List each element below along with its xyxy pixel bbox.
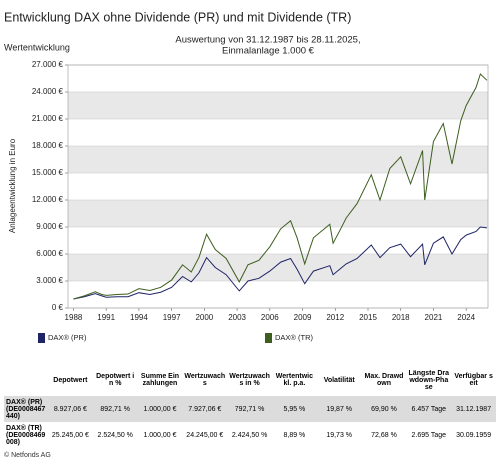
subtitle: Auswertung von 31.12.1987 bis 28.11.2025…: [175, 35, 360, 46]
legend-label: DAX® (PR): [48, 333, 87, 342]
y-tick-label: 12.000 €: [32, 195, 64, 204]
row-label: DAX® (TR) (DE0008469008): [6, 424, 46, 446]
grid-band: [68, 146, 488, 173]
table-cell: 8.927,06 €: [48, 396, 93, 422]
table-cell: 19,73 %: [326, 431, 353, 439]
header-cell: Volatilität: [323, 376, 355, 384]
x-tick-label: 1991: [97, 313, 115, 322]
x-tick-label: 2000: [195, 313, 213, 322]
plot-border: [67, 64, 489, 309]
x-tick-label: 2024: [457, 313, 475, 322]
row-label: DAX® (PR) (DE0008467440): [4, 396, 48, 422]
y-tick-label: 24.000 €: [32, 87, 64, 96]
table-cell: 6.457 Tage: [406, 396, 452, 422]
header-cell: Wertentwickl. p.a.: [275, 373, 313, 387]
y-tick-label: 6.000 €: [36, 249, 63, 258]
subtitle: Einmalanlage 1.000 €: [222, 46, 315, 57]
table-cell: 2.424,50 %: [231, 431, 268, 439]
table-cell: 19,87 %: [316, 396, 362, 422]
grid-band: [68, 92, 488, 119]
table-cell: 30.09.1959: [456, 431, 492, 439]
section-label: Wertentwicklung: [4, 42, 70, 52]
x-tick-label: 2021: [425, 313, 443, 322]
x-tick-label: 2018: [392, 313, 410, 322]
table-cell: 5,95 %: [271, 396, 317, 422]
y-tick-label: 0 €: [52, 303, 64, 312]
table-cell: 31.12.1987: [451, 396, 496, 422]
legend-swatch: [38, 333, 45, 343]
x-tick-label: 2012: [326, 313, 344, 322]
table-cell: 1.000,00 €: [137, 396, 183, 422]
legend-swatch: [265, 333, 272, 343]
header-cell: Depotwert in %: [96, 373, 135, 387]
table-header: Depotwert Depotwert in % Summe Einzahlunge…: [4, 364, 496, 396]
grid-band: [68, 254, 488, 281]
table-cell: 1.000,00 €: [143, 431, 177, 439]
header-cell: Wertzuwachs: [184, 373, 226, 387]
chart: Entwicklung DAX ohne Dividende (PR) und …: [4, 10, 489, 343]
x-tick-label: 1994: [130, 313, 148, 322]
header-cell: Depotwert: [53, 376, 88, 384]
y-tick-label: 18.000 €: [32, 141, 64, 150]
grid-band: [68, 200, 488, 227]
header-cell: Längste Drawdown-Phase: [408, 369, 449, 391]
table-cell: 72,68 %: [371, 431, 397, 439]
y-axis-label: Anlageentwicklung in Euro: [8, 138, 17, 233]
table-cell: 69,90 %: [361, 396, 407, 422]
table-row: DAX® (PR) (DE0008467440) 8.927,06 €892,71…: [4, 396, 496, 422]
header-cell: Summe Einzahlungen: [140, 373, 180, 387]
y-tick-label: 9.000 €: [36, 222, 63, 231]
stats-table: Depotwert Depotwert in % Summe Einzahlunge…: [4, 364, 496, 448]
x-tick-label: 2015: [359, 313, 377, 322]
table-row: DAX® (TR) (DE0008469008) 25.245,00 € 2.524…: [4, 422, 496, 448]
x-tick-label: 2009: [294, 313, 312, 322]
legend-label: DAX® (TR): [275, 333, 314, 342]
x-tick-label: 2006: [261, 313, 279, 322]
y-tick-label: 15.000 €: [32, 168, 64, 177]
header-cell: Verfügbar seit: [454, 373, 493, 387]
x-tick-label: 1997: [163, 313, 181, 322]
table-cell: 2.524,50 %: [97, 431, 133, 439]
y-tick-label: 3.000 €: [36, 276, 63, 285]
table-cell: 25.245,00 €: [51, 431, 89, 439]
x-tick-label: 2003: [228, 313, 246, 322]
header-cell: Wertzuwachs in %: [229, 373, 270, 387]
footer: © Netfonds AG: [4, 452, 51, 459]
series-line: [73, 73, 488, 300]
chart-title: Entwicklung DAX ohne Dividende (PR) und …: [4, 10, 351, 24]
header-cell: Max. Drawdown: [364, 373, 404, 387]
table-cell: 892,71 %: [92, 396, 138, 422]
x-tick-label: 1988: [65, 313, 83, 322]
table-cell: 8,89 %: [283, 431, 306, 439]
y-tick-label: 27.000 €: [32, 60, 64, 69]
table-cell: 7.927,06 €: [182, 396, 228, 422]
header-cell: [4, 364, 48, 396]
table-cell: 24.245,00 €: [186, 431, 224, 439]
table-cell: 2.695 Tage: [411, 431, 447, 439]
y-tick-label: 21.000 €: [32, 114, 64, 123]
table-cell: 792,71 %: [227, 396, 272, 422]
series-line: [73, 226, 487, 300]
